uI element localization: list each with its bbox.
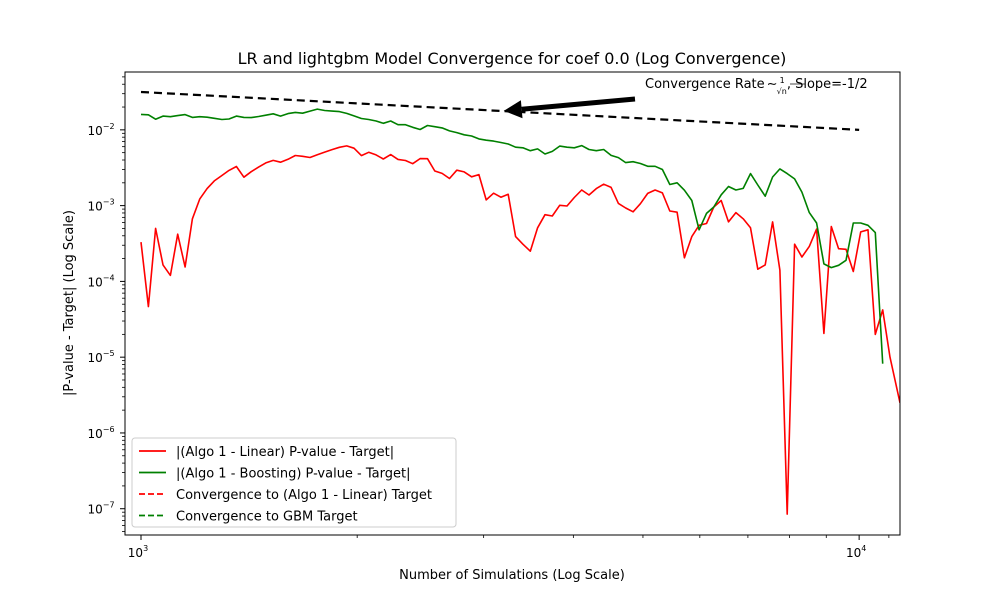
legend-label-0: |(Algo 1 - Linear) P-value - Target|	[176, 445, 394, 460]
x-tick-label-0: 103	[128, 544, 148, 560]
y-tick-label-3: 10−4	[87, 273, 114, 289]
y-axis-label: |P-value - Target| (Log Scale)	[62, 210, 77, 396]
annotation-arrow-shaft	[521, 96, 636, 112]
series-line-0	[140, 145, 900, 515]
x-axis: 103 104	[128, 535, 890, 560]
annotation-text: Convergence Rate ∼ 1 √n, Slope=-1/2	[645, 76, 868, 96]
y-tick-label-1: 10−6	[87, 425, 114, 441]
reference-slope-line	[140, 90, 860, 131]
y-tick-label-5: 10−2	[87, 122, 114, 138]
legend-frame	[131, 437, 457, 528]
legend: |(Algo 1 - Linear) P-value - Target| |(Al…	[131, 437, 457, 528]
reference-layer	[140, 90, 860, 131]
y-axis: 10−7 10−6 10−5 10−4 10−3 10−2	[87, 76, 125, 532]
legend-label-1: |(Algo 1 - Boosting) P-value - Target|	[176, 467, 410, 482]
annotation-arrow-head	[503, 100, 523, 119]
legend-items: |(Algo 1 - Linear) P-value - Target| |(Al…	[139, 445, 432, 525]
series-layer	[140, 108, 900, 515]
convergence-rate-annotation: Convergence Rate ∼ 1 √n, Slope=-1/2	[503, 76, 868, 119]
y-tick-label-4: 10−3	[87, 198, 114, 214]
x-tick-label-1: 104	[846, 544, 866, 560]
legend-label-3: Convergence to GBM Target	[176, 510, 358, 525]
plot-area-frame	[124, 71, 901, 536]
chart-title: LR and lightgbm Model Convergence for co…	[238, 49, 787, 68]
x-axis-label: Number of Simulations (Log Scale)	[399, 568, 625, 583]
series-line-1	[140, 108, 884, 364]
legend-label-2: Convergence to (Algo 1 - Linear) Target	[176, 488, 432, 503]
y-tick-label-2: 10−5	[87, 349, 114, 365]
y-tick-label-0: 10−7	[87, 501, 114, 517]
